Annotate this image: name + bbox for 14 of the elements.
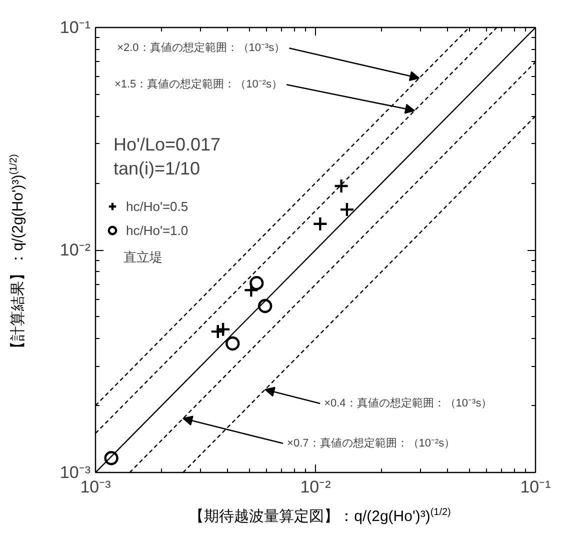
legend-label: hc/Ho'=1.0 <box>126 222 188 238</box>
legend-label: hc/Ho'=0.5 <box>126 198 188 214</box>
annotation: 直立堤 <box>124 250 162 264</box>
annotation: ×1.5：真値の想定範囲：（10⁻²s） <box>114 78 283 91</box>
x-axis-title: 【期待越波量算定図】：q/(2g(Ho')³)$^{(1/2)}$ <box>188 507 452 526</box>
annotation: ×2.0：真値の想定範囲：（10⁻³s） <box>117 41 286 54</box>
y-tick-label: 10⁻² <box>60 240 91 260</box>
annotation: tan(i)=1/10 <box>114 158 200 178</box>
y-tick-label: 10⁻¹ <box>60 18 91 37</box>
annotation: ×0.4：真値の想定範囲：（10⁻³s） <box>324 396 492 410</box>
annotation: ×0.7：真値の想定範囲：（10⁻²s） <box>287 436 456 450</box>
x-tick-label: 10⁻¹ <box>520 478 552 496</box>
annotation: Ho'/Lo=0.017 <box>114 134 221 154</box>
x-tick-label: 10⁻² <box>300 478 332 496</box>
